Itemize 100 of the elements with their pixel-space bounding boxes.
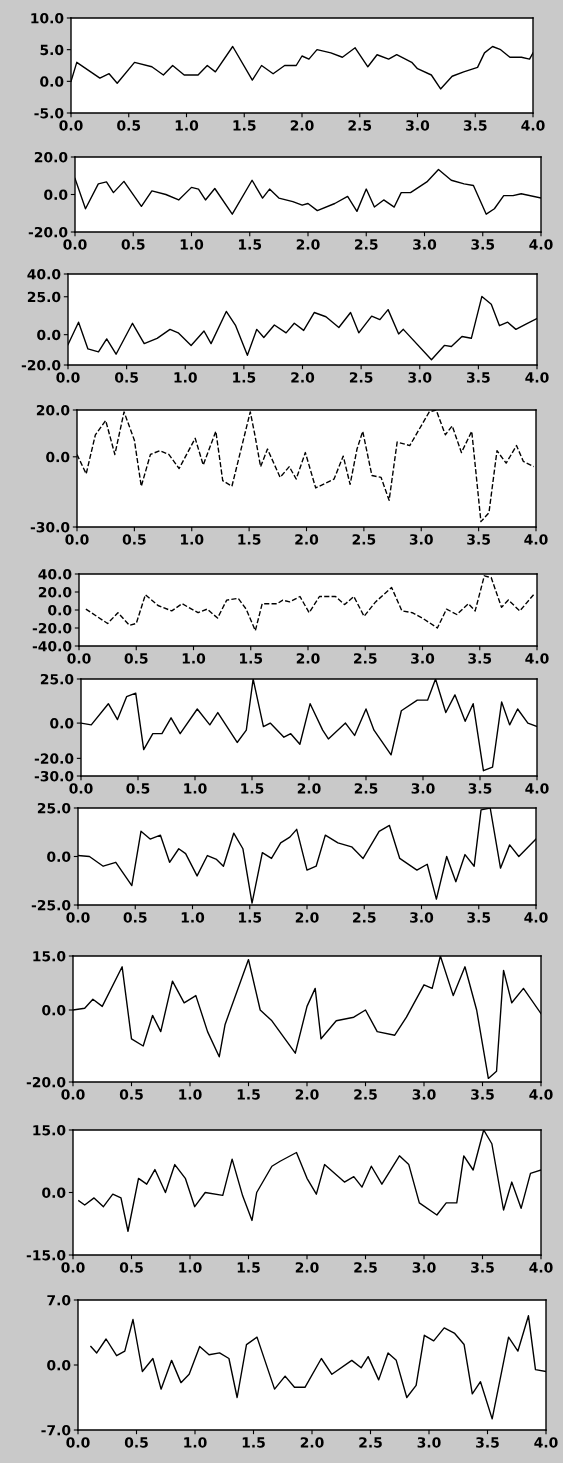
x-tick-label: 3.0 — [412, 1262, 436, 1273]
x-tick-label: 0.0 — [69, 783, 93, 794]
x-tick-label: 2.5 — [359, 1437, 382, 1448]
x-tick-label: 3.0 — [413, 239, 437, 250]
y-tick-label: -30.0 — [30, 521, 70, 533]
x-tick-label: 3.5 — [467, 912, 491, 923]
x-tick-label: 2.0 — [296, 653, 320, 664]
x-tick-label: 3.5 — [471, 239, 495, 250]
y-tick-label: 0.0 — [44, 189, 68, 200]
x-tick-label: 1.0 — [184, 1437, 207, 1448]
x-tick-label: 1.5 — [241, 783, 264, 794]
x-tick-label: 0.5 — [119, 1262, 143, 1273]
x-tick-label: 0.5 — [124, 1437, 148, 1448]
y-tick-label: 40.0 — [27, 268, 61, 280]
x-tick-label: 1.0 — [181, 534, 204, 545]
x-tick-label: 2.5 — [354, 653, 377, 664]
x-tick-label: 0.5 — [114, 372, 138, 383]
x-tick-label: 0.5 — [121, 239, 145, 250]
y-tick-label: 25.0 — [37, 802, 71, 814]
x-tick-label: 4.0 — [524, 912, 548, 923]
x-tick-label: 1.0 — [179, 1089, 202, 1100]
x-tick-label: 1.0 — [181, 912, 205, 923]
y-tick-label: 0.0 — [37, 329, 61, 341]
x-tick-label: 3.5 — [471, 1262, 494, 1273]
x-tick-label: 4.0 — [521, 120, 545, 131]
x-tick-label: 3.0 — [411, 653, 435, 664]
x-tick-label: 2.5 — [348, 120, 372, 131]
x-tick-label: 0.0 — [61, 1262, 85, 1273]
x-tick-label: 3.0 — [411, 783, 435, 794]
y-tick-label: -20.0 — [21, 359, 61, 371]
x-tick-label: 2.5 — [354, 1089, 377, 1100]
x-tick-label: 4.0 — [529, 1262, 553, 1273]
x-tick-label: 4.0 — [529, 1089, 553, 1100]
y-tick-label: 15.0 — [33, 1124, 66, 1136]
y-tick-label: -20.0 — [32, 622, 72, 634]
x-tick-label: 4.0 — [529, 239, 553, 250]
x-tick-label: 3.5 — [467, 534, 490, 545]
y-tick-label: 20.0 — [36, 404, 70, 416]
x-tick-label: 1.0 — [184, 783, 207, 794]
x-tick-label: 2.5 — [352, 534, 376, 545]
y-tick-label: -25.0 — [31, 899, 71, 911]
x-tick-label: 2.0 — [290, 120, 314, 131]
x-tick-label: 2.5 — [349, 372, 373, 383]
y-tick-label: 20.0 — [38, 586, 72, 598]
y-tick-label: -20.0 — [28, 226, 68, 238]
x-tick-label: 1.5 — [233, 372, 256, 383]
y-tick-label: 0.0 — [42, 1187, 66, 1198]
x-tick-label: 0.5 — [122, 534, 146, 545]
x-tick-label: 0.0 — [63, 239, 87, 250]
x-tick-label: 2.5 — [354, 1262, 377, 1273]
x-tick-label: 2.0 — [295, 534, 319, 545]
y-tick-label: 5.0 — [40, 44, 64, 56]
x-tick-label: 0.0 — [59, 120, 83, 131]
x-tick-label: 2.0 — [295, 1089, 319, 1100]
x-tick-label: 4.0 — [525, 372, 549, 383]
y-tick-label: -20.0 — [34, 753, 74, 764]
x-tick-label: 3.5 — [468, 783, 492, 794]
x-tick-label: 1.5 — [237, 1089, 260, 1100]
x-tick-label: 0.5 — [117, 120, 141, 131]
x-tick-label: 2.0 — [291, 372, 315, 383]
x-tick-label: 3.0 — [406, 120, 430, 131]
x-tick-label: 2.5 — [354, 783, 378, 794]
x-tick-label: 0.5 — [126, 783, 150, 794]
y-tick-label: 0.0 — [50, 718, 74, 729]
y-tick-label: 0.0 — [40, 76, 64, 87]
y-tick-label: 10.0 — [31, 12, 64, 24]
y-tick-label: -40.0 — [32, 640, 72, 652]
x-tick-label: 4.0 — [534, 1437, 558, 1448]
y-tick-label: 0.0 — [47, 1359, 71, 1371]
x-tick-label: 1.5 — [233, 120, 256, 131]
y-tick-label: -20.0 — [26, 1076, 66, 1088]
x-tick-label: 1.0 — [179, 1262, 202, 1273]
x-tick-label: 0.5 — [119, 1089, 143, 1100]
x-tick-label: 1.5 — [238, 534, 261, 545]
x-tick-label: 2.0 — [297, 783, 321, 794]
y-tick-label: -15.0 — [26, 1249, 66, 1261]
x-tick-label: 1.0 — [182, 653, 206, 664]
y-tick-label: 0.0 — [42, 1004, 66, 1016]
x-tick-label: 3.0 — [417, 1437, 441, 1448]
x-tick-label: 3.5 — [468, 653, 492, 664]
x-tick-label: 1.5 — [239, 239, 262, 250]
y-tick-label: -30.0 — [34, 770, 74, 782]
x-tick-label: 3.5 — [463, 120, 487, 131]
y-tick-label: 40.0 — [38, 568, 72, 580]
y-tick-label: 0.0 — [48, 604, 72, 616]
x-tick-label: 0.0 — [67, 653, 91, 664]
x-tick-label: 3.5 — [471, 1089, 494, 1100]
x-tick-label: 0.0 — [66, 912, 90, 923]
x-tick-label: 0.0 — [66, 1437, 90, 1448]
x-tick-label: 4.0 — [524, 534, 548, 545]
x-tick-label: 3.0 — [412, 1089, 436, 1100]
x-tick-label: 2.5 — [353, 912, 376, 923]
x-tick-label: 1.5 — [239, 912, 262, 923]
x-tick-label: 1.5 — [240, 653, 263, 664]
x-tick-label: 4.0 — [525, 783, 549, 794]
x-tick-label: 2.0 — [296, 239, 320, 250]
x-tick-label: 3.5 — [476, 1437, 499, 1448]
x-tick-label: 0.0 — [65, 534, 89, 545]
y-tick-label: 0.0 — [47, 851, 71, 862]
x-tick-label: 3.0 — [409, 534, 433, 545]
